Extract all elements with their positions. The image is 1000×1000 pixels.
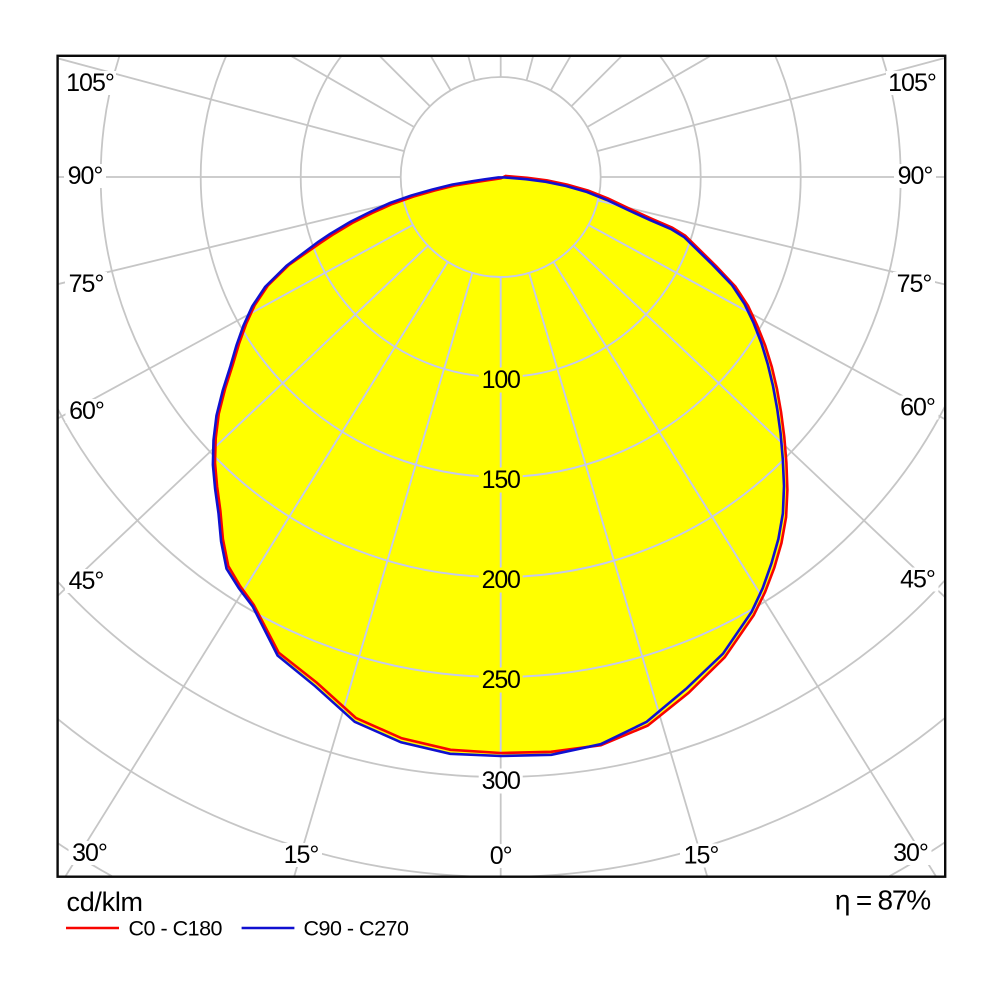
svg-text:100: 100 xyxy=(482,366,520,394)
svg-text:300: 300 xyxy=(482,767,520,795)
svg-text:105°: 105° xyxy=(888,69,936,97)
svg-text:60°: 60° xyxy=(900,394,935,422)
svg-text:200: 200 xyxy=(482,566,520,594)
svg-text:250: 250 xyxy=(482,666,520,694)
svg-text:15°: 15° xyxy=(684,842,719,870)
svg-text:15°: 15° xyxy=(284,841,319,869)
svg-text:90°: 90° xyxy=(68,162,103,190)
svg-text:cd/klm: cd/klm xyxy=(67,887,143,917)
svg-text:C90 - C270: C90 - C270 xyxy=(304,917,409,941)
svg-text:105°: 105° xyxy=(66,69,114,97)
svg-text:30°: 30° xyxy=(72,839,107,867)
svg-text:30°: 30° xyxy=(893,839,928,867)
svg-text:η = 87%: η = 87% xyxy=(835,885,930,916)
svg-text:60°: 60° xyxy=(69,397,104,425)
svg-text:150: 150 xyxy=(482,466,520,494)
svg-text:75°: 75° xyxy=(69,270,104,298)
svg-text:75°: 75° xyxy=(897,270,932,298)
svg-text:45°: 45° xyxy=(900,566,935,594)
svg-text:90°: 90° xyxy=(898,162,933,190)
svg-text:0°: 0° xyxy=(490,842,512,870)
svg-text:45°: 45° xyxy=(69,567,104,595)
svg-text:C0 - C180: C0 - C180 xyxy=(129,917,223,941)
